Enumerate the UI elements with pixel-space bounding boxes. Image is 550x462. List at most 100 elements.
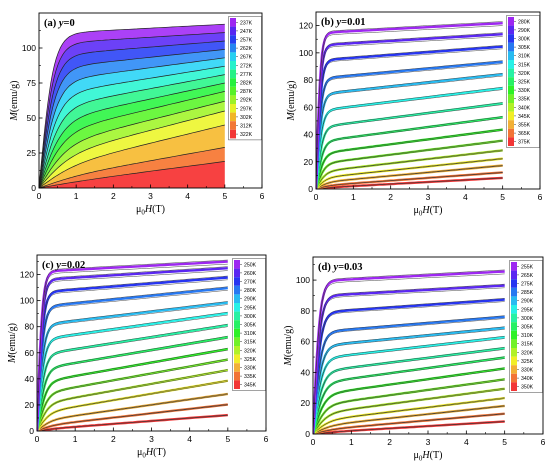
- legend-label: 340K: [518, 105, 531, 111]
- curve-edge-280K: [316, 25, 503, 189]
- legend-swatch: [230, 35, 236, 44]
- band-287K: [39, 91, 225, 188]
- curve-edge-330K: [313, 406, 505, 434]
- x-tick-label: 0: [35, 434, 40, 444]
- x-tick-label: 0: [37, 191, 42, 201]
- curve-edge-300K: [37, 326, 228, 431]
- curve-edge-335K: [37, 404, 228, 431]
- curve-edge-305K: [37, 338, 228, 431]
- curve-edge-310K: [37, 349, 228, 431]
- plot-area: [37, 259, 229, 431]
- y-tick-label: 40: [301, 367, 311, 377]
- curve-302K: [39, 124, 225, 188]
- curve-247K: [39, 32, 225, 188]
- curve-292K: [39, 100, 225, 188]
- legend-swatch: [234, 328, 240, 338]
- band-322K: [39, 161, 225, 188]
- curve-edge-310K: [313, 369, 505, 434]
- legend-label: 335K: [518, 97, 531, 103]
- curve-edge-335K: [316, 141, 503, 189]
- band-312K: [39, 147, 225, 188]
- y-tick-label: 0: [29, 426, 34, 436]
- panel-title: (a) y=0: [44, 18, 75, 29]
- legend-label: 312K: [240, 124, 253, 130]
- legend-swatch: [230, 52, 236, 61]
- legend-label: 345K: [518, 114, 531, 120]
- curve-edge-265K: [313, 283, 505, 434]
- legend-swatch: [234, 277, 240, 286]
- y-tick-label: 120: [299, 21, 313, 31]
- curve-edge-305K: [316, 63, 503, 189]
- curve-edge-305K: [316, 60, 503, 189]
- x-tick-label: 6: [538, 192, 543, 202]
- legend-swatch: [234, 311, 240, 321]
- legend-label: 270K: [244, 280, 257, 286]
- curve-edge-325K: [316, 117, 503, 189]
- legend-label: 280K: [518, 19, 531, 25]
- x-tick-label: 3: [148, 191, 153, 201]
- curve-edge-260K: [37, 270, 228, 431]
- curve-edge-250K: [37, 259, 228, 431]
- legend-label: 305K: [521, 325, 534, 331]
- x-axis-label: μ0H(T): [414, 450, 443, 462]
- curve-edge-250K: [37, 263, 228, 431]
- curve-edge-290K: [37, 301, 228, 431]
- x-tick-label: 6: [264, 434, 269, 444]
- legend-swatch: [234, 337, 240, 346]
- curve-edge-300K: [313, 349, 505, 434]
- panel-1: 0 1 2 3 4 5 6 0 25 50 75 100 (a) y=0 μ0H(T) M(emu/g) 23…: [9, 12, 265, 217]
- legend-swatch: [508, 94, 514, 103]
- legend-label: 287K: [240, 89, 253, 95]
- legend-label: 315K: [244, 340, 257, 346]
- legend-label: 375K: [518, 140, 531, 146]
- curve-edge-300K: [316, 45, 503, 189]
- legend-label: 325K: [518, 80, 531, 86]
- legend-swatch: [511, 287, 517, 297]
- x-tick-label: 3: [149, 434, 154, 444]
- x-axis-label: μ0H(T): [414, 205, 443, 218]
- curve-edge-355K: [316, 165, 503, 189]
- legend-swatch: [234, 294, 240, 303]
- x-tick-label: 4: [187, 434, 192, 444]
- legend-label: 300K: [521, 316, 534, 322]
- curve-edge-305K: [37, 335, 228, 431]
- curve-edge-280K: [316, 21, 503, 189]
- legend-label: 285K: [521, 290, 534, 296]
- curve-edge-310K: [316, 72, 503, 189]
- curve-edge-310K: [37, 347, 228, 431]
- legend-swatch: [234, 363, 240, 372]
- legend-swatch: [230, 95, 236, 104]
- legend-label: 340K: [521, 376, 534, 382]
- curve-edge-330K: [37, 394, 228, 431]
- legend-label: 315K: [518, 62, 531, 68]
- curve-edge-295K: [37, 311, 228, 431]
- legend-label: 330K: [521, 368, 534, 374]
- y-tick-label: 60: [304, 102, 314, 112]
- x-tick-label: 6: [260, 191, 265, 201]
- x-tick-label: 1: [351, 192, 356, 202]
- legend-swatch: [508, 128, 514, 138]
- curve-257K: [39, 40, 225, 188]
- legend-swatch: [234, 320, 240, 329]
- legend-label: 275K: [521, 282, 534, 288]
- curve-edge-285K: [313, 315, 505, 434]
- legend-swatch: [508, 68, 514, 78]
- y-tick-label: 20: [304, 157, 314, 167]
- legend-label: 265K: [521, 273, 534, 279]
- curve-315K: [37, 358, 229, 431]
- legend-swatch: [234, 303, 240, 312]
- curve-edge-275K: [313, 298, 505, 434]
- legend-label: 247K: [240, 29, 253, 35]
- curve-edge-330K: [316, 130, 503, 189]
- x-tick-label: 3: [426, 192, 431, 202]
- curve-262K: [39, 49, 225, 188]
- legend-swatch: [230, 18, 236, 27]
- legend-label: 310K: [518, 54, 531, 60]
- curve-edge-315K: [37, 358, 228, 431]
- legend-label: 305K: [518, 45, 531, 51]
- x-tick-label: 4: [463, 192, 468, 202]
- legend-label: 262K: [240, 46, 253, 52]
- curve-edge-255K: [313, 273, 505, 434]
